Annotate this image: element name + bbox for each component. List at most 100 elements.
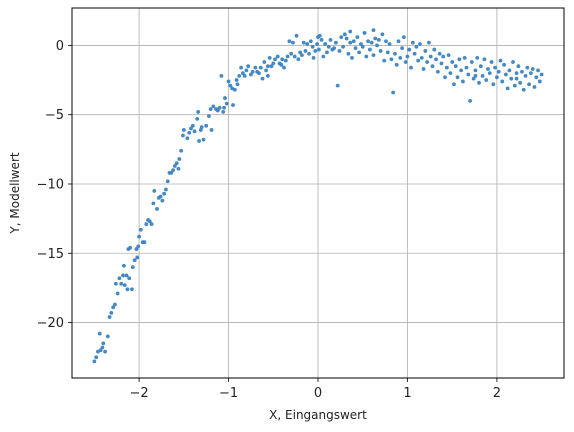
data-point	[532, 85, 537, 89]
data-point	[432, 47, 437, 52]
data-point	[179, 148, 184, 153]
data-point	[121, 273, 125, 278]
data-point	[326, 44, 331, 49]
data-points	[92, 28, 544, 364]
data-point	[215, 108, 220, 113]
data-point	[435, 69, 440, 74]
data-point	[94, 355, 99, 360]
data-point	[130, 265, 135, 270]
data-point	[103, 349, 107, 354]
data-point	[209, 128, 214, 132]
x-tick-label: −2	[130, 386, 149, 401]
data-point	[469, 60, 474, 64]
data-point	[280, 57, 285, 62]
data-point	[423, 49, 428, 53]
data-point	[204, 123, 209, 128]
data-point	[160, 198, 165, 203]
x-tick-label: −1	[219, 386, 238, 401]
data-point	[109, 310, 114, 315]
data-point	[498, 58, 503, 63]
data-point	[348, 29, 353, 34]
data-point	[523, 74, 528, 78]
data-point	[471, 76, 476, 81]
data-point	[439, 61, 444, 66]
data-point	[149, 222, 154, 227]
data-point	[169, 171, 174, 175]
data-point	[491, 82, 496, 87]
data-point	[394, 62, 399, 67]
data-point	[308, 39, 313, 44]
data-point	[473, 74, 478, 78]
data-point	[525, 65, 530, 70]
data-point	[260, 76, 265, 81]
data-point	[407, 47, 412, 52]
data-point	[298, 50, 303, 55]
data-point	[237, 74, 242, 78]
data-point	[521, 87, 526, 92]
data-point	[373, 36, 378, 41]
data-point	[192, 129, 197, 134]
data-point	[507, 68, 512, 73]
data-point	[450, 60, 455, 64]
data-point	[457, 57, 462, 62]
data-point	[97, 331, 102, 336]
data-point	[113, 302, 117, 307]
data-point	[382, 58, 387, 63]
y-tick-label: 0	[56, 39, 64, 54]
data-point	[384, 39, 388, 44]
data-point	[480, 74, 485, 78]
data-point	[282, 65, 286, 70]
data-point	[101, 341, 106, 346]
data-point	[137, 234, 141, 239]
y-tick-label: −20	[37, 316, 64, 331]
data-point	[171, 168, 175, 173]
data-point	[473, 68, 478, 73]
data-point	[271, 61, 276, 66]
data-point	[319, 37, 324, 42]
data-point	[371, 28, 376, 33]
data-point	[339, 35, 344, 40]
data-point	[434, 57, 438, 62]
data-point	[351, 39, 356, 44]
data-point	[375, 43, 379, 48]
data-point	[242, 74, 247, 78]
data-point	[316, 47, 321, 52]
data-point	[234, 78, 239, 82]
data-point	[162, 191, 167, 196]
data-point	[289, 51, 294, 56]
data-point	[387, 42, 392, 46]
data-point	[136, 244, 141, 249]
data-point	[536, 68, 540, 73]
data-point	[232, 87, 237, 92]
data-point	[296, 57, 301, 62]
data-point	[185, 136, 190, 141]
data-point	[197, 139, 201, 143]
data-point	[421, 67, 426, 71]
data-point	[299, 53, 304, 58]
data-point	[477, 80, 481, 85]
data-point	[452, 82, 456, 87]
data-point	[486, 67, 490, 71]
data-point	[244, 68, 249, 73]
data-point	[462, 55, 467, 60]
data-point	[443, 75, 447, 80]
data-point	[262, 60, 267, 64]
data-point	[514, 76, 519, 81]
data-point	[130, 287, 134, 292]
data-point	[267, 55, 272, 60]
data-point	[342, 32, 347, 37]
data-point	[539, 72, 544, 77]
data-point	[428, 54, 433, 59]
data-point	[425, 60, 430, 64]
data-point	[530, 67, 535, 71]
data-point	[441, 54, 446, 59]
data-point	[174, 161, 179, 166]
data-point	[367, 47, 372, 52]
data-point	[310, 44, 315, 49]
data-point	[503, 72, 508, 77]
y-axis-ticks: 0 −5 −10 −15 −20	[37, 39, 72, 331]
data-point	[391, 90, 396, 95]
data-point	[468, 98, 472, 103]
